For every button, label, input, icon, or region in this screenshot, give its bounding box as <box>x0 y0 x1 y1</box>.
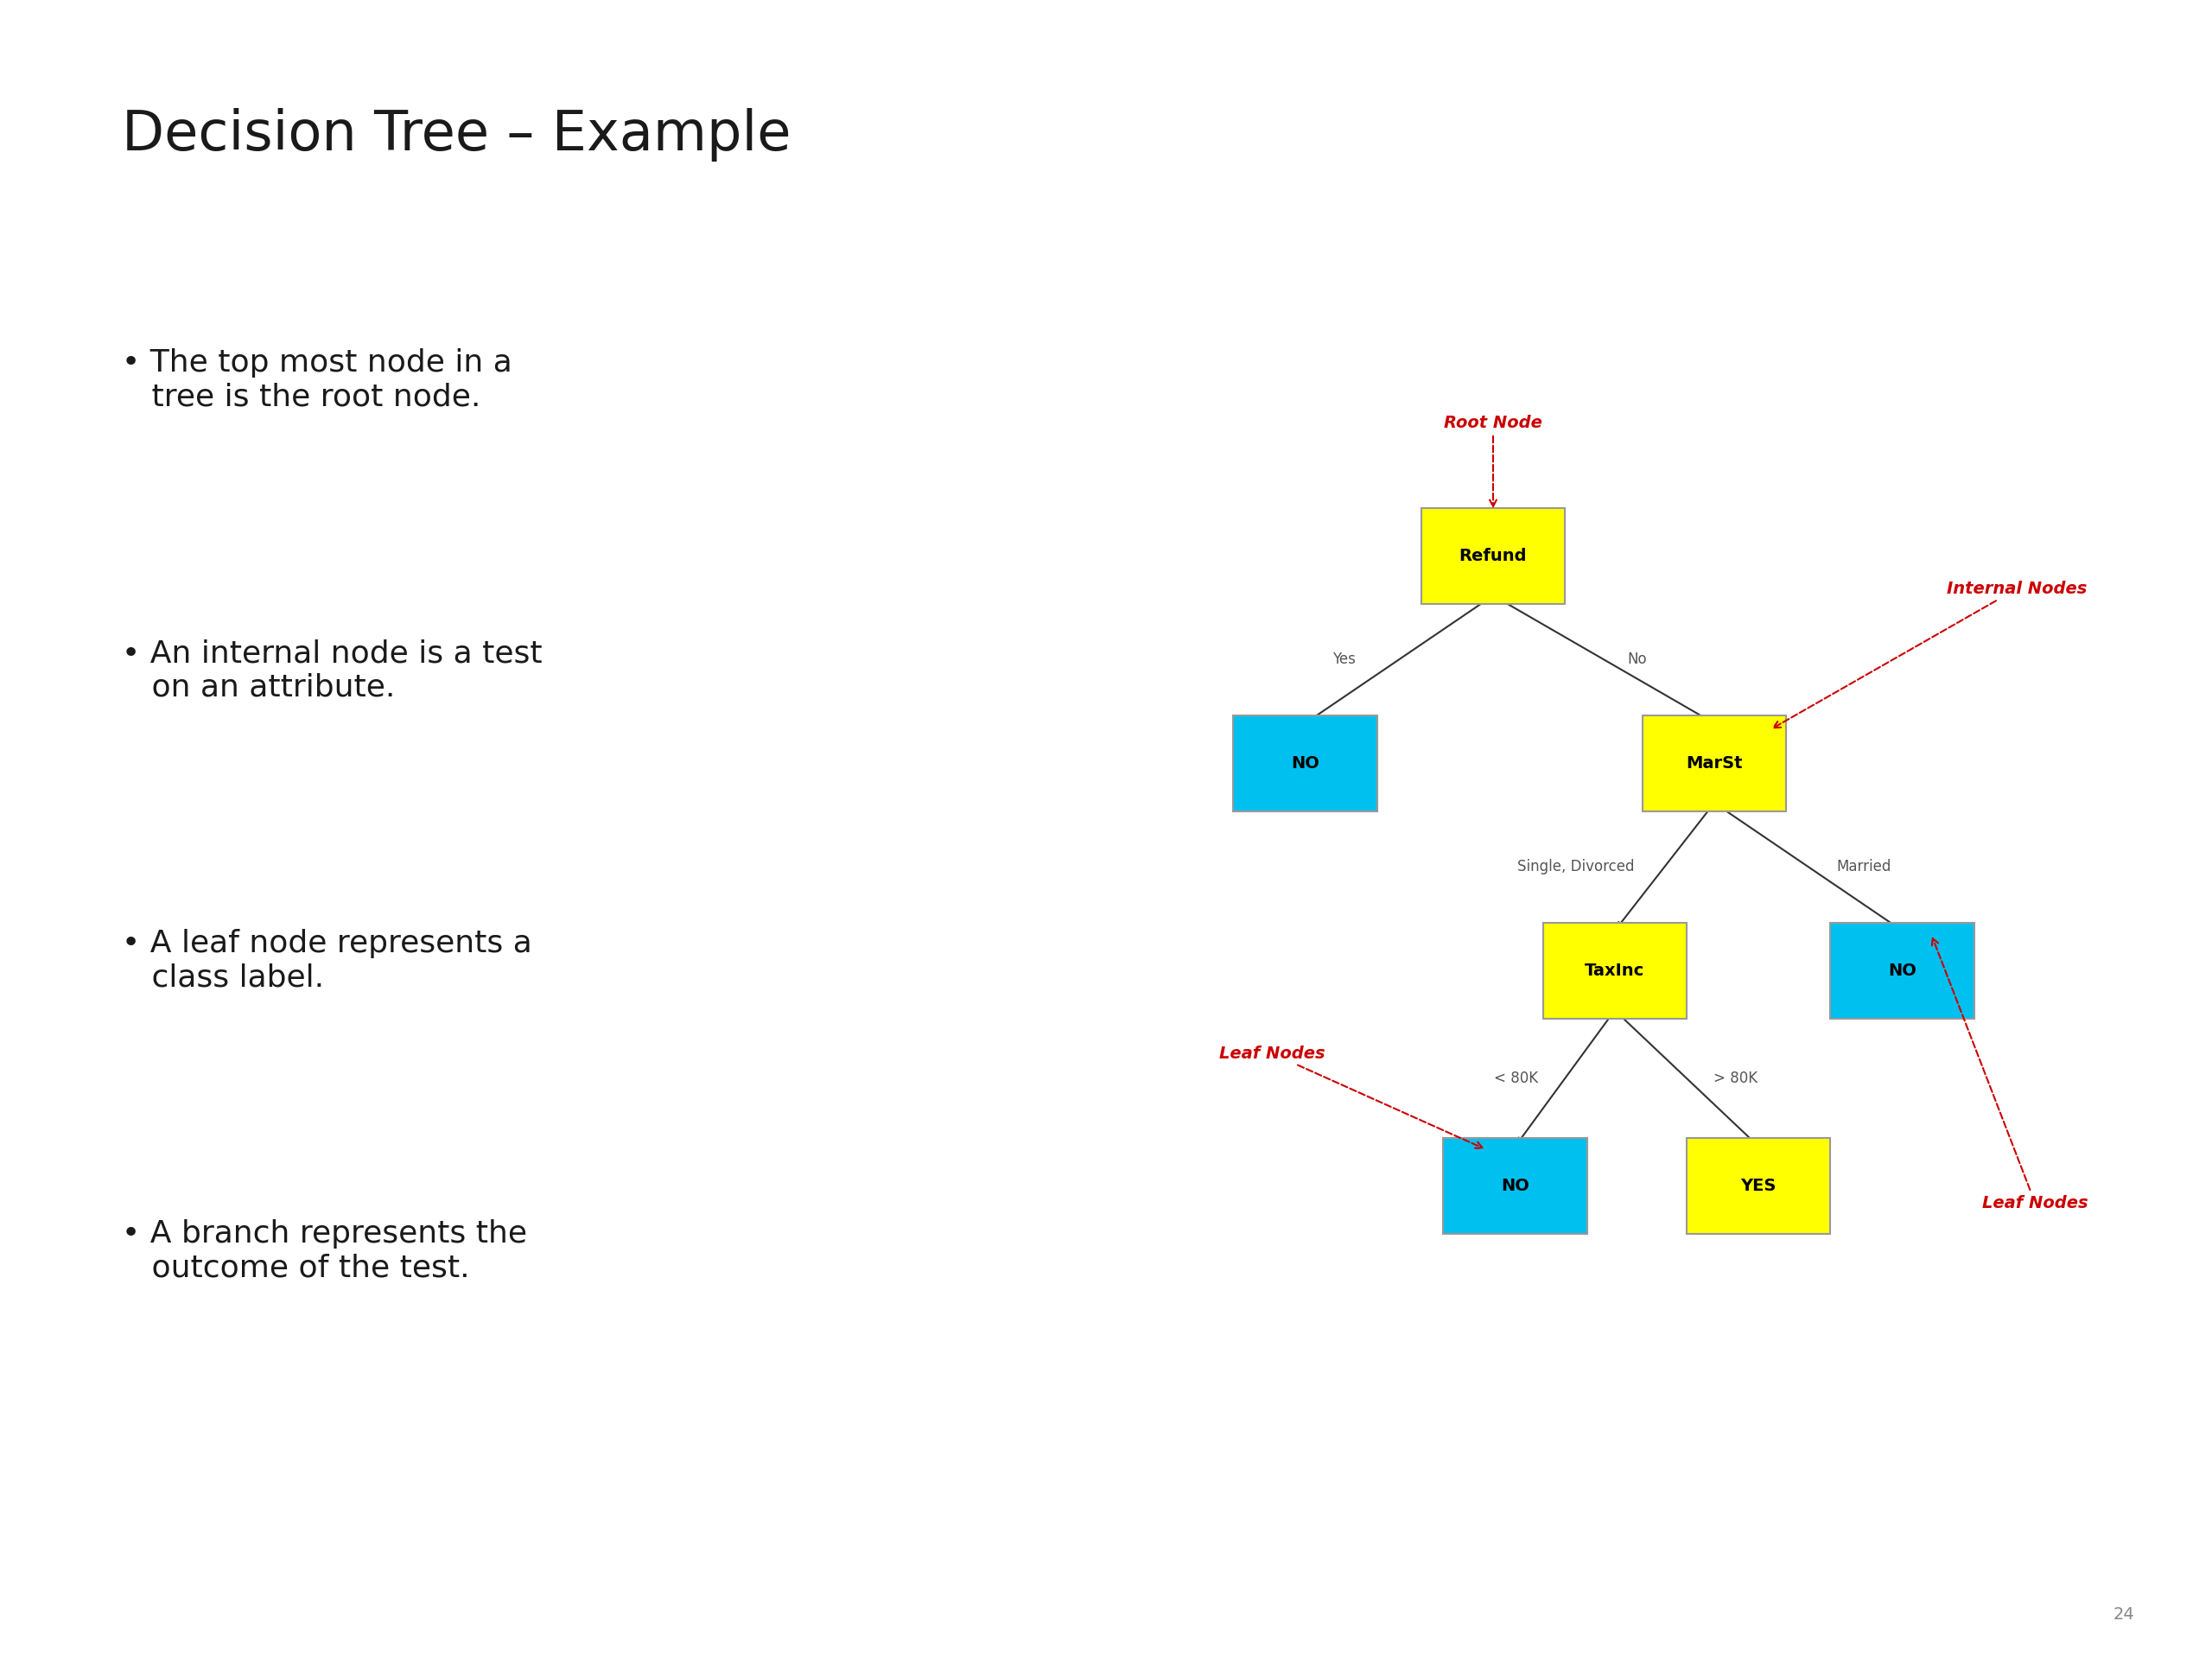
FancyBboxPatch shape <box>1688 1138 1832 1234</box>
FancyBboxPatch shape <box>1544 922 1688 1019</box>
Text: Internal Nodes: Internal Nodes <box>1774 581 2086 728</box>
Text: Married: Married <box>1836 859 1891 874</box>
Text: NO: NO <box>1889 962 1916 979</box>
Text: Yes: Yes <box>1332 652 1356 667</box>
Text: NO: NO <box>1292 755 1318 771</box>
Text: Root Node: Root Node <box>1444 415 1542 506</box>
Text: No: No <box>1628 652 1646 667</box>
Text: • A branch represents the
   outcome of the test.: • A branch represents the outcome of the… <box>122 1219 526 1282</box>
FancyBboxPatch shape <box>1444 1138 1588 1234</box>
FancyBboxPatch shape <box>1644 715 1787 811</box>
Text: • The top most node in a
   tree is the root node.: • The top most node in a tree is the roo… <box>122 348 511 411</box>
Text: Decision Tree – Example: Decision Tree – Example <box>122 108 792 161</box>
Text: TaxInc: TaxInc <box>1584 962 1646 979</box>
Text: Leaf Nodes: Leaf Nodes <box>1931 937 2088 1211</box>
FancyBboxPatch shape <box>1234 715 1376 811</box>
Text: NO: NO <box>1502 1178 1528 1194</box>
Text: Refund: Refund <box>1460 547 1526 564</box>
Text: < 80K: < 80K <box>1495 1070 1537 1087</box>
FancyBboxPatch shape <box>1422 508 1566 604</box>
FancyBboxPatch shape <box>1832 922 1975 1019</box>
Text: 24: 24 <box>2112 1606 2135 1623</box>
Text: • A leaf node represents a
   class label.: • A leaf node represents a class label. <box>122 929 531 992</box>
Text: • An internal node is a test
   on an attribute.: • An internal node is a test on an attri… <box>122 639 542 702</box>
Text: Leaf Nodes: Leaf Nodes <box>1219 1045 1482 1148</box>
Text: MarSt: MarSt <box>1686 755 1743 771</box>
Text: > 80K: > 80K <box>1714 1070 1756 1087</box>
Text: Single, Divorced: Single, Divorced <box>1517 859 1635 874</box>
Text: YES: YES <box>1741 1178 1776 1194</box>
